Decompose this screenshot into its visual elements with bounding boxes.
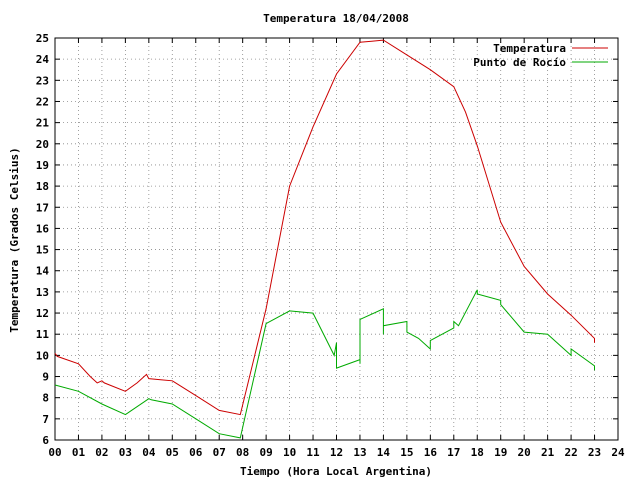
- x-tick-label: 13: [353, 446, 366, 459]
- x-tick-label: 16: [424, 446, 438, 459]
- x-tick-label: 03: [119, 446, 132, 459]
- y-tick-label: 16: [36, 222, 50, 235]
- series-lines: [54, 39, 595, 439]
- x-tick-label: 09: [260, 446, 273, 459]
- y-tick-label: 12: [36, 307, 49, 320]
- x-tick-label: 01: [72, 446, 86, 459]
- y-tick-label: 20: [36, 138, 49, 151]
- x-tick-label: 08: [236, 446, 249, 459]
- y-tick-label: 21: [36, 117, 50, 130]
- x-tick-label: 23: [588, 446, 601, 459]
- x-tick-label: 21: [541, 446, 555, 459]
- y-tick-label: 11: [36, 328, 50, 341]
- x-tick-label: 12: [330, 446, 343, 459]
- x-tick-label: 14: [377, 446, 391, 459]
- y-axis-label: Temperatura (Grados Celsius): [8, 147, 21, 332]
- y-tick-label: 14: [36, 265, 50, 278]
- legend-label: Temperatura: [493, 42, 566, 55]
- y-tick-label: 15: [36, 244, 49, 257]
- y-tick-label: 17: [36, 201, 49, 214]
- y-tick-label: 13: [36, 286, 49, 299]
- series-line-temperatura: [54, 39, 595, 416]
- series-line-punto-de-rocio: [54, 289, 595, 439]
- x-tick-label: 18: [471, 446, 484, 459]
- legend-label: Punto de Rocío: [473, 56, 566, 69]
- y-tick-label: 18: [36, 180, 49, 193]
- chart-title: Temperatura 18/04/2008: [263, 12, 409, 25]
- y-tick-label: 19: [36, 159, 49, 172]
- x-tick-label: 04: [142, 446, 156, 459]
- grid: [55, 38, 618, 440]
- x-tick-label: 10: [283, 446, 296, 459]
- y-tick-label: 10: [36, 349, 49, 362]
- x-tick-label: 11: [306, 446, 320, 459]
- x-tick-label: 07: [213, 446, 226, 459]
- y-tick-label: 6: [42, 434, 49, 447]
- y-tick-label: 22: [36, 95, 49, 108]
- x-tick-label: 24: [611, 446, 625, 459]
- x-axis-label: Tiempo (Hora Local Argentina): [240, 465, 432, 478]
- x-tick-label: 02: [95, 446, 108, 459]
- y-axis-ticks: 6 7 8 9 10 11 12 13 14 15 16 17 18 19 20 21 22 23 24 25: [36, 32, 618, 447]
- x-tick-label: 17: [447, 446, 460, 459]
- y-tick-label: 7: [42, 413, 49, 426]
- y-tick-label: 9: [42, 371, 49, 384]
- x-axis-ticks: 00 01 02 03 04 05 06 07 08 09 10 11 12 13 14 15 16 17 18 19…: [48, 38, 625, 459]
- x-tick-label: 00: [48, 446, 61, 459]
- y-tick-label: 25: [36, 32, 49, 45]
- y-tick-label: 24: [36, 53, 50, 66]
- x-tick-label: 20: [518, 446, 531, 459]
- x-tick-label: 15: [400, 446, 413, 459]
- x-tick-label: 19: [494, 446, 507, 459]
- x-tick-label: 05: [166, 446, 179, 459]
- y-tick-label: 8: [42, 392, 49, 405]
- x-tick-label: 22: [564, 446, 577, 459]
- y-tick-label: 23: [36, 74, 49, 87]
- x-tick-label: 06: [189, 446, 203, 459]
